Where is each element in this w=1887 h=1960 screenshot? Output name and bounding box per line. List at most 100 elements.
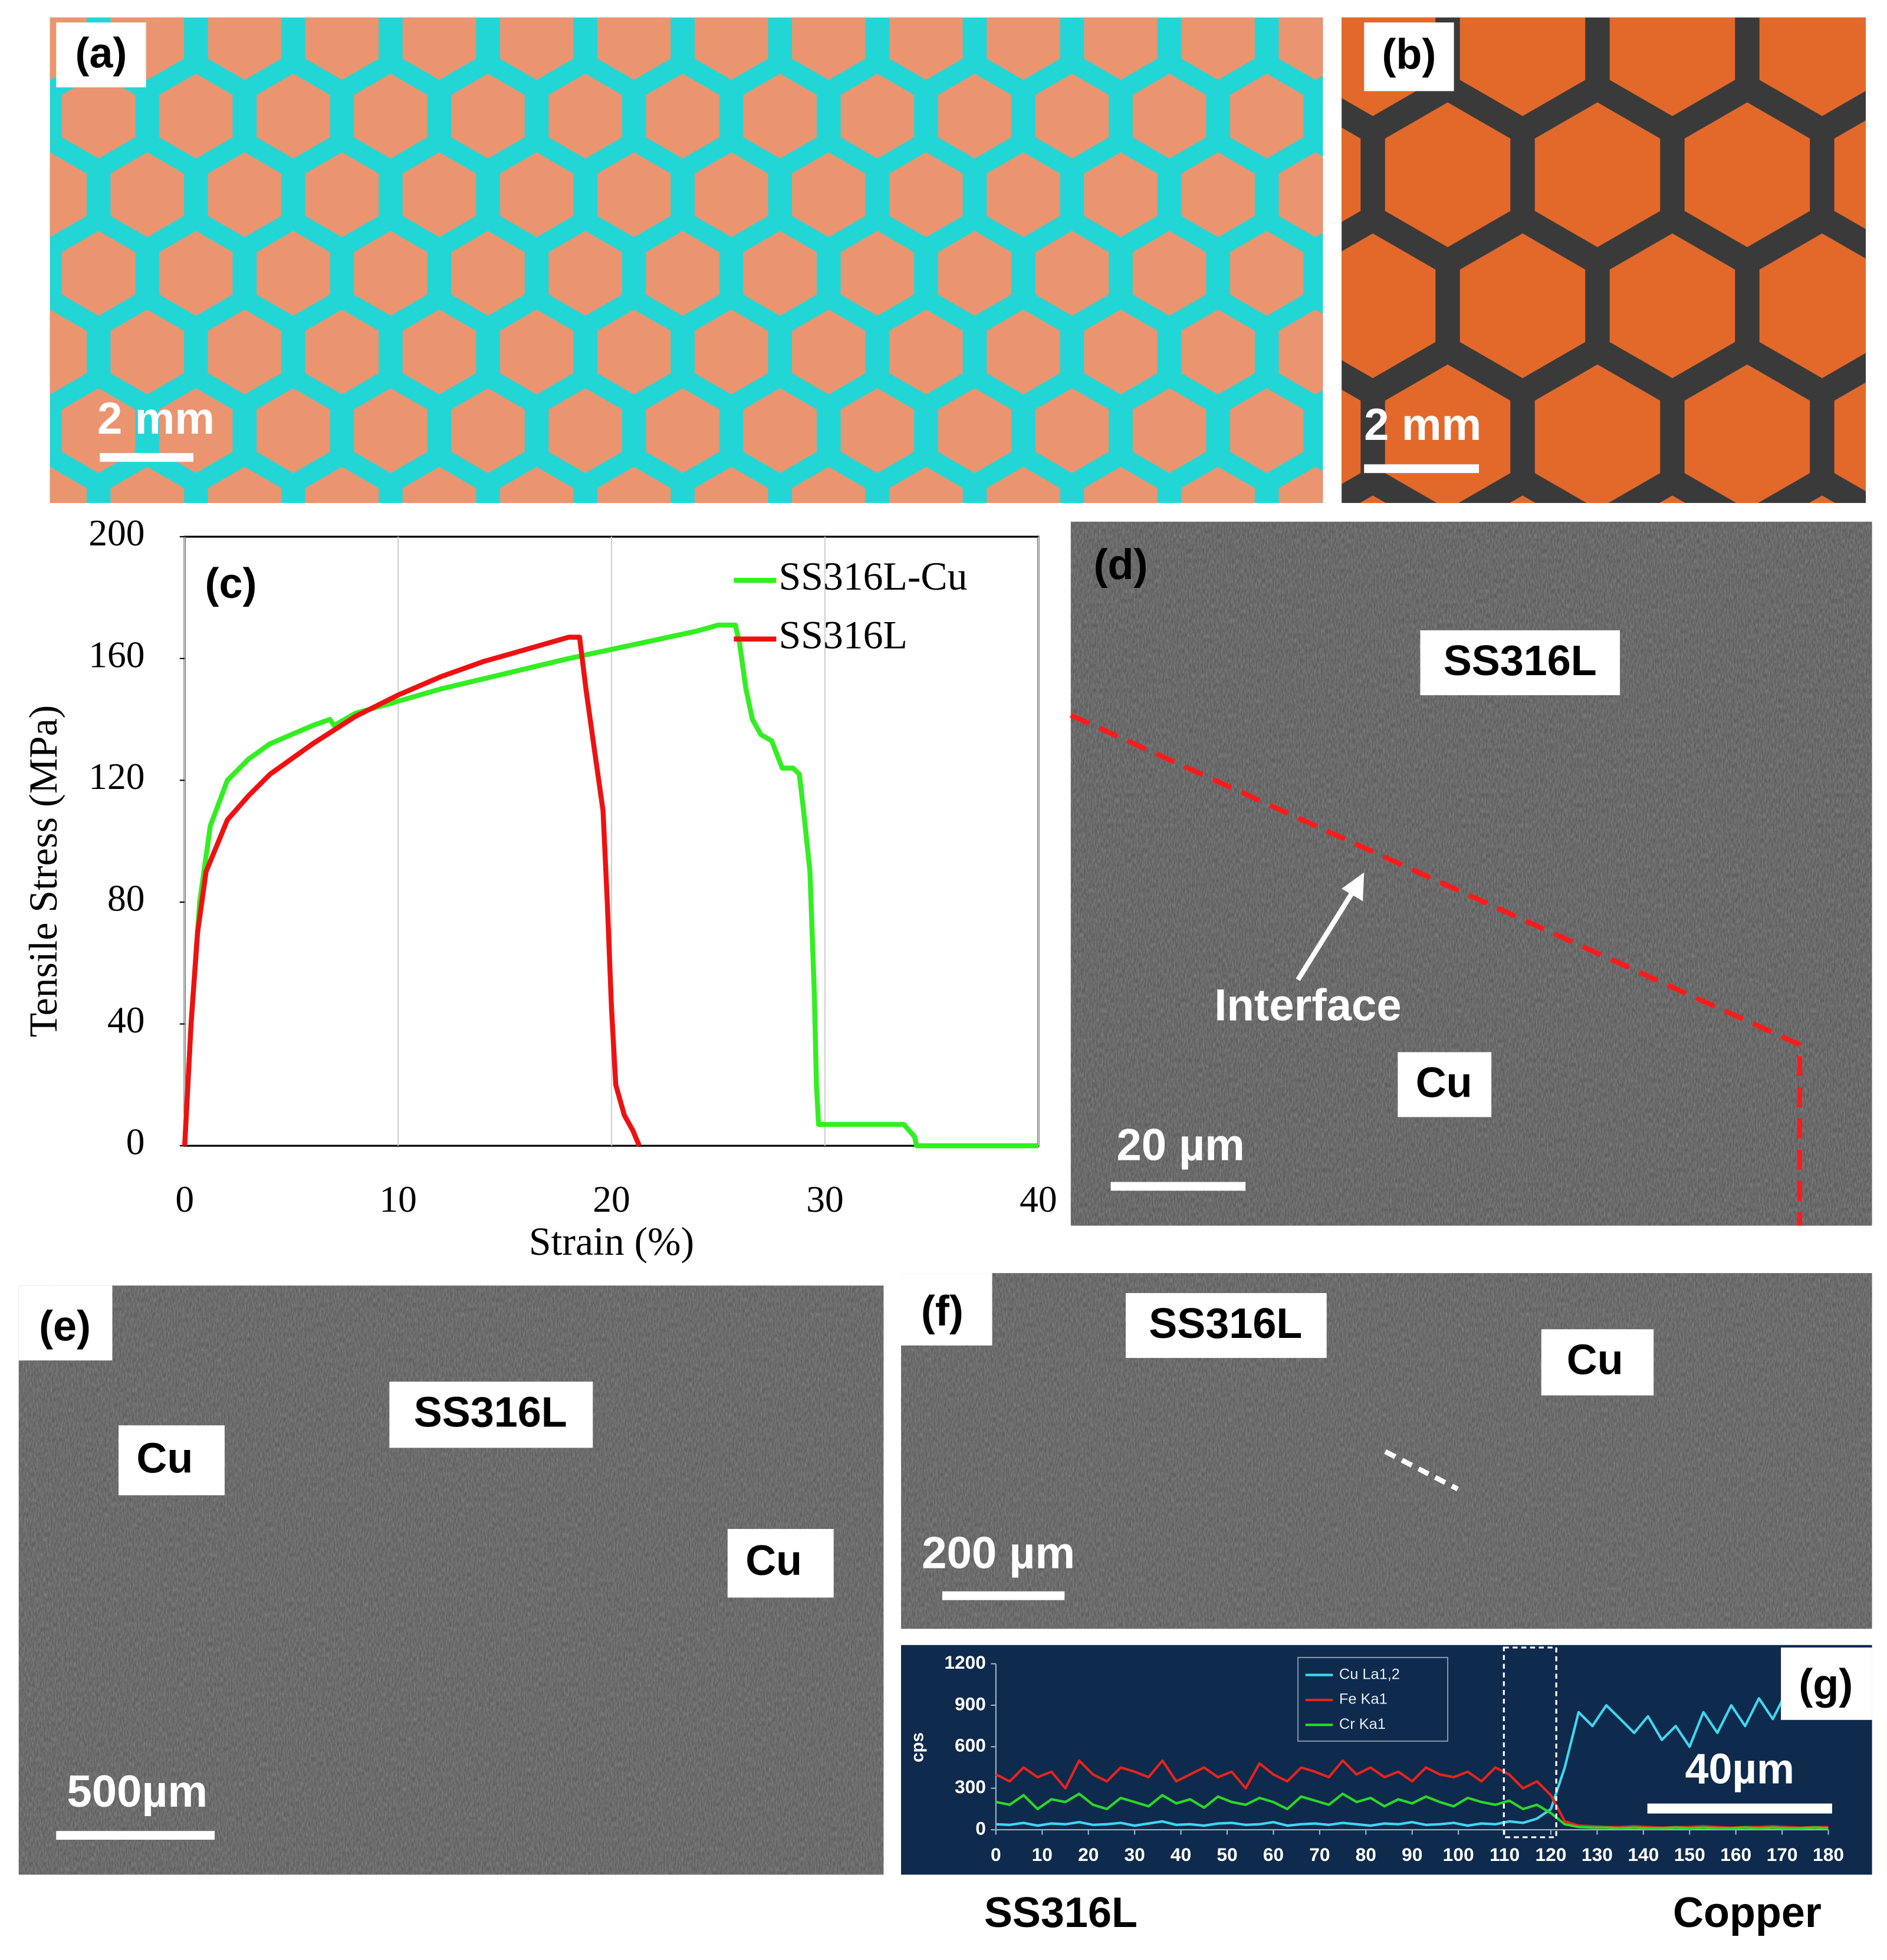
stress-strain-chart: 0 10 20 30 40 0 40 80 120 160 200 Strain (%) Tensile…	[21, 512, 1057, 1264]
region-label: SS316L	[414, 1389, 567, 1436]
data-line	[182, 622, 1038, 1149]
y-tick-label: 160	[88, 633, 144, 675]
legend-label: Cr Ka1	[1339, 1716, 1386, 1732]
scale-bar	[1364, 464, 1479, 473]
legend-box	[1297, 1656, 1449, 1742]
x-tick-label: 150	[1674, 1844, 1705, 1865]
region-label: SS316L	[1149, 1300, 1302, 1347]
arrow	[1296, 882, 1360, 981]
x-tick-label: 120	[1536, 1844, 1567, 1865]
x-tick-label: 10	[379, 1178, 416, 1220]
panel-label: (c)	[205, 560, 257, 607]
label-box	[1781, 1647, 1872, 1720]
y-tick-label: 120	[88, 755, 144, 797]
x-tick-label: 40	[1171, 1844, 1191, 1865]
line-scan-path	[1384, 1449, 1459, 1491]
panel-label: (e)	[39, 1303, 91, 1350]
x-tick-label: 20	[1078, 1844, 1099, 1865]
x-tick-label: 100	[1443, 1844, 1474, 1865]
x-tick-label: 30	[1125, 1844, 1145, 1865]
hex-pattern	[50, 17, 1323, 504]
label-box	[56, 22, 146, 88]
scale-text: 20 µm	[1116, 1120, 1245, 1170]
y-tick-label: 300	[955, 1776, 986, 1797]
region-label: Cu	[1416, 1060, 1472, 1107]
label-box	[18, 1285, 113, 1361]
scale-bar	[1647, 1803, 1832, 1814]
panel-label: (d)	[1094, 541, 1148, 588]
label-box	[1125, 1293, 1327, 1358]
end-label: SS316L	[984, 1889, 1138, 1936]
x-tick-label: 40	[1020, 1178, 1057, 1220]
hex-pattern	[1342, 17, 1866, 504]
legend-label: Cu La1,2	[1339, 1666, 1400, 1682]
y-tick-label: 80	[107, 877, 144, 919]
x-tick-label: 80	[1356, 1844, 1376, 1865]
data-line	[995, 1793, 1829, 1830]
label-box	[119, 1425, 225, 1495]
legend-label: SS316L	[779, 613, 908, 657]
y-axis-label: cps	[908, 1732, 928, 1762]
x-tick-label: 50	[1217, 1844, 1237, 1865]
x-tick-label: 30	[806, 1178, 843, 1220]
annotation: Interface	[1214, 980, 1402, 1030]
x-tick-label: 20	[593, 1178, 630, 1220]
scale-text: 500µm	[67, 1767, 208, 1817]
eds-chart: 0 10 20 30 40 50 60 70 80 90 100 110 120 130 140 150 160…	[908, 1646, 1872, 1936]
x-tick-label: 0	[175, 1178, 194, 1220]
x-tick-label: 130	[1582, 1844, 1613, 1865]
interface-line	[1070, 713, 1803, 1226]
highlight-box	[1503, 1646, 1557, 1839]
scale-text: 2 mm	[97, 394, 215, 444]
y-tick-label: 0	[975, 1817, 986, 1839]
y-tick-label: 1200	[944, 1652, 986, 1673]
data-line	[995, 1690, 1829, 1827]
label-box	[1398, 1052, 1492, 1117]
x-tick-label: 180	[1813, 1844, 1844, 1865]
label-box	[1541, 1329, 1654, 1396]
scale-bar	[56, 1831, 215, 1840]
x-tick-label: 0	[991, 1844, 1001, 1865]
panel-label: (f)	[921, 1288, 964, 1335]
y-tick-label: 200	[88, 512, 144, 554]
x-axis-label: Strain (%)	[529, 1219, 694, 1264]
label-box	[389, 1382, 593, 1448]
x-tick-label: 70	[1309, 1844, 1330, 1865]
scale-bar	[942, 1591, 1065, 1600]
region-label: Cu	[1567, 1336, 1623, 1383]
scale-text: 200 µm	[922, 1528, 1075, 1578]
scale-text: 2 mm	[1364, 400, 1481, 450]
end-label: Copper	[1673, 1889, 1822, 1936]
y-axis-label: Tensile Stress (MPa)	[21, 705, 65, 1037]
x-tick-label: 10	[1032, 1844, 1053, 1865]
panel-label: (a)	[75, 29, 127, 77]
x-tick-label: 110	[1490, 1844, 1520, 1865]
y-tick-label: 0	[126, 1121, 145, 1163]
panel-label: (g)	[1799, 1661, 1853, 1708]
y-tick-label: 40	[107, 999, 144, 1041]
label-box	[901, 1273, 992, 1346]
scale-bar	[1110, 1182, 1246, 1191]
x-tick-label: 170	[1767, 1844, 1798, 1865]
panel-label: (b)	[1382, 31, 1436, 78]
region-label: Cu	[745, 1537, 802, 1584]
data-line	[182, 634, 642, 1147]
scale-text: 40µm	[1685, 1746, 1794, 1793]
region-label: SS316L	[1444, 637, 1597, 685]
scale-bar	[100, 453, 194, 462]
legend-label: Fe Ka1	[1339, 1691, 1388, 1708]
axis	[995, 1663, 1829, 1831]
legend-label: SS316L-Cu	[779, 554, 968, 598]
region-label: Cu	[136, 1435, 193, 1482]
y-tick-label: 900	[955, 1693, 986, 1714]
x-tick-label: 90	[1402, 1844, 1422, 1865]
x-tick-label: 140	[1628, 1844, 1659, 1865]
label-box	[727, 1528, 834, 1598]
x-tick-label: 160	[1720, 1844, 1751, 1865]
label-box	[1364, 22, 1454, 91]
y-tick-label: 600	[955, 1735, 986, 1756]
arrow-head	[1342, 872, 1365, 902]
label-box	[1420, 630, 1620, 696]
x-tick-label: 60	[1263, 1844, 1284, 1865]
